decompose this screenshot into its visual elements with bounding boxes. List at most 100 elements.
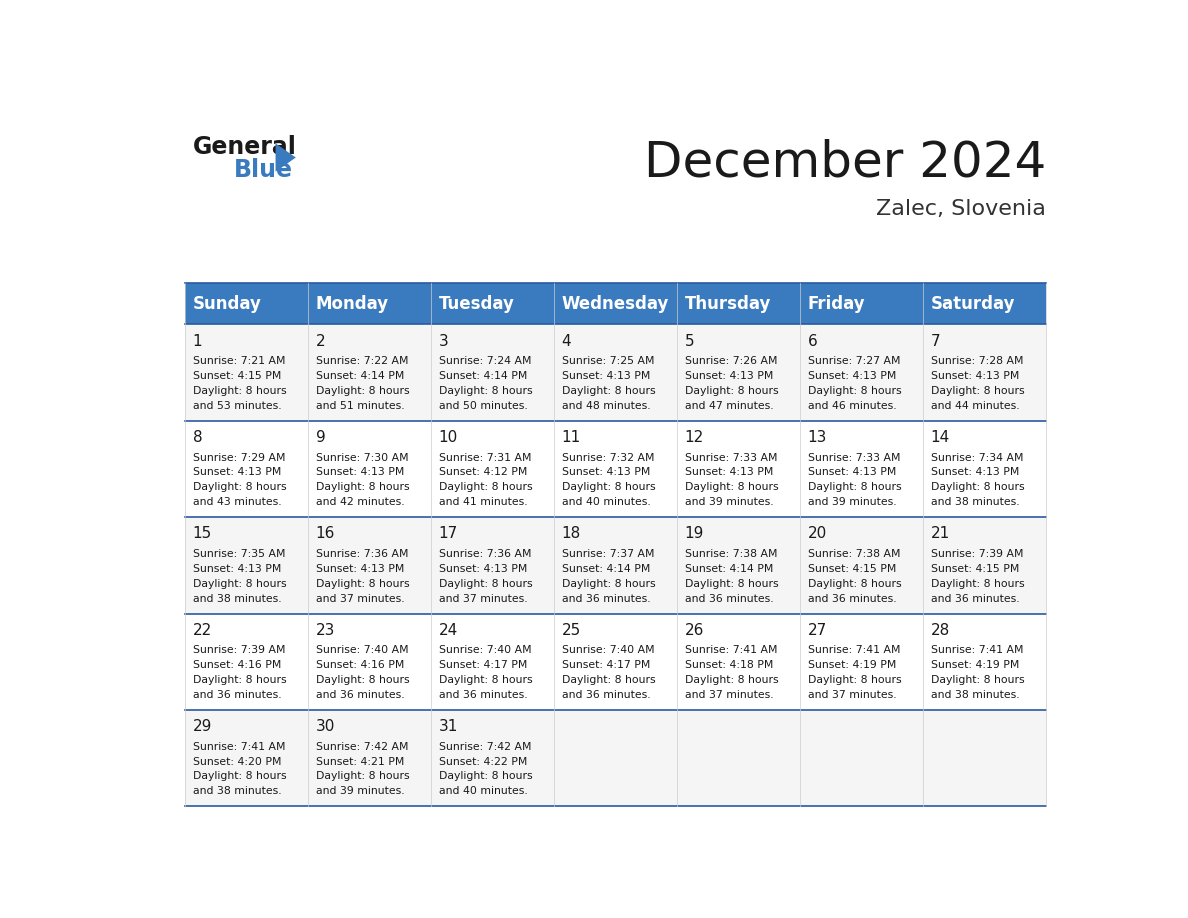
Text: and 40 minutes.: and 40 minutes.	[562, 497, 650, 507]
Text: Daylight: 8 hours: Daylight: 8 hours	[192, 386, 286, 396]
Text: and 39 minutes.: and 39 minutes.	[316, 787, 404, 796]
Text: Daylight: 8 hours: Daylight: 8 hours	[438, 675, 532, 685]
Text: Daylight: 8 hours: Daylight: 8 hours	[930, 386, 1024, 396]
Text: Sunrise: 7:32 AM: Sunrise: 7:32 AM	[562, 453, 655, 463]
Text: Daylight: 8 hours: Daylight: 8 hours	[562, 482, 656, 492]
Text: 21: 21	[930, 526, 950, 542]
Text: Sunset: 4:13 PM: Sunset: 4:13 PM	[684, 467, 773, 477]
Text: Sunset: 4:13 PM: Sunset: 4:13 PM	[192, 467, 282, 477]
Text: Daylight: 8 hours: Daylight: 8 hours	[808, 482, 902, 492]
Text: 15: 15	[192, 526, 211, 542]
Text: Daylight: 8 hours: Daylight: 8 hours	[808, 675, 902, 685]
Text: Sunday: Sunday	[192, 295, 261, 313]
Text: Sunset: 4:13 PM: Sunset: 4:13 PM	[684, 371, 773, 381]
Text: Sunset: 4:13 PM: Sunset: 4:13 PM	[562, 371, 650, 381]
Text: Sunrise: 7:33 AM: Sunrise: 7:33 AM	[684, 453, 777, 463]
Text: Daylight: 8 hours: Daylight: 8 hours	[684, 578, 778, 588]
Bar	[185, 517, 1047, 613]
Text: 31: 31	[438, 719, 459, 734]
Text: Thursday: Thursday	[684, 295, 771, 313]
Text: and 41 minutes.: and 41 minutes.	[438, 497, 527, 507]
Text: and 37 minutes.: and 37 minutes.	[808, 690, 896, 700]
Text: General: General	[192, 135, 297, 159]
Text: Daylight: 8 hours: Daylight: 8 hours	[192, 578, 286, 588]
Text: Zalec, Slovenia: Zalec, Slovenia	[877, 198, 1047, 218]
Text: 23: 23	[316, 622, 335, 638]
Text: and 36 minutes.: and 36 minutes.	[930, 594, 1019, 603]
Text: Sunrise: 7:33 AM: Sunrise: 7:33 AM	[808, 453, 901, 463]
Text: Sunset: 4:13 PM: Sunset: 4:13 PM	[930, 467, 1019, 477]
Text: 30: 30	[316, 719, 335, 734]
Text: Sunset: 4:19 PM: Sunset: 4:19 PM	[930, 660, 1019, 670]
Text: 8: 8	[192, 430, 202, 445]
Text: Sunset: 4:14 PM: Sunset: 4:14 PM	[684, 564, 773, 574]
Text: Sunset: 4:17 PM: Sunset: 4:17 PM	[438, 660, 527, 670]
Bar	[185, 710, 1047, 806]
Text: Daylight: 8 hours: Daylight: 8 hours	[808, 386, 902, 396]
Text: Sunrise: 7:42 AM: Sunrise: 7:42 AM	[316, 742, 409, 752]
Text: Sunrise: 7:42 AM: Sunrise: 7:42 AM	[438, 742, 531, 752]
Text: and 51 minutes.: and 51 minutes.	[316, 400, 404, 410]
Text: Daylight: 8 hours: Daylight: 8 hours	[562, 578, 656, 588]
Text: Daylight: 8 hours: Daylight: 8 hours	[930, 578, 1024, 588]
Text: Sunset: 4:13 PM: Sunset: 4:13 PM	[438, 564, 527, 574]
Text: Daylight: 8 hours: Daylight: 8 hours	[316, 386, 410, 396]
Text: Sunrise: 7:26 AM: Sunrise: 7:26 AM	[684, 356, 777, 366]
Text: Daylight: 8 hours: Daylight: 8 hours	[808, 578, 902, 588]
Bar	[185, 324, 1047, 420]
Text: Sunset: 4:20 PM: Sunset: 4:20 PM	[192, 756, 282, 767]
Text: 13: 13	[808, 430, 827, 445]
Text: Sunset: 4:15 PM: Sunset: 4:15 PM	[192, 371, 282, 381]
Text: Sunrise: 7:31 AM: Sunrise: 7:31 AM	[438, 453, 531, 463]
Text: Sunrise: 7:39 AM: Sunrise: 7:39 AM	[192, 645, 285, 655]
Text: Daylight: 8 hours: Daylight: 8 hours	[316, 482, 410, 492]
Text: Daylight: 8 hours: Daylight: 8 hours	[192, 482, 286, 492]
Text: and 44 minutes.: and 44 minutes.	[930, 400, 1019, 410]
Text: Sunrise: 7:41 AM: Sunrise: 7:41 AM	[930, 645, 1023, 655]
Text: Sunrise: 7:34 AM: Sunrise: 7:34 AM	[930, 453, 1023, 463]
Text: Sunrise: 7:40 AM: Sunrise: 7:40 AM	[562, 645, 655, 655]
Text: Sunrise: 7:24 AM: Sunrise: 7:24 AM	[438, 356, 531, 366]
Text: Sunset: 4:14 PM: Sunset: 4:14 PM	[438, 371, 527, 381]
Text: Sunset: 4:13 PM: Sunset: 4:13 PM	[562, 467, 650, 477]
Text: Daylight: 8 hours: Daylight: 8 hours	[316, 771, 410, 781]
Text: 25: 25	[562, 622, 581, 638]
Text: Sunset: 4:16 PM: Sunset: 4:16 PM	[316, 660, 404, 670]
Text: Saturday: Saturday	[930, 295, 1015, 313]
Text: Daylight: 8 hours: Daylight: 8 hours	[684, 675, 778, 685]
Text: Daylight: 8 hours: Daylight: 8 hours	[192, 771, 286, 781]
Text: 10: 10	[438, 430, 457, 445]
Text: 22: 22	[192, 622, 211, 638]
Text: Sunrise: 7:41 AM: Sunrise: 7:41 AM	[684, 645, 777, 655]
Text: Sunrise: 7:29 AM: Sunrise: 7:29 AM	[192, 453, 285, 463]
Text: Sunrise: 7:41 AM: Sunrise: 7:41 AM	[808, 645, 901, 655]
Text: Friday: Friday	[808, 295, 865, 313]
Text: and 40 minutes.: and 40 minutes.	[438, 787, 527, 796]
Text: Sunrise: 7:40 AM: Sunrise: 7:40 AM	[316, 645, 409, 655]
Text: Sunset: 4:18 PM: Sunset: 4:18 PM	[684, 660, 773, 670]
Text: 16: 16	[316, 526, 335, 542]
Polygon shape	[276, 143, 296, 172]
Text: and 38 minutes.: and 38 minutes.	[192, 594, 282, 603]
Text: Sunrise: 7:38 AM: Sunrise: 7:38 AM	[808, 549, 901, 559]
Text: 14: 14	[930, 430, 950, 445]
Text: Daylight: 8 hours: Daylight: 8 hours	[930, 675, 1024, 685]
Text: Daylight: 8 hours: Daylight: 8 hours	[438, 578, 532, 588]
Text: Sunrise: 7:36 AM: Sunrise: 7:36 AM	[438, 549, 531, 559]
Text: Daylight: 8 hours: Daylight: 8 hours	[438, 482, 532, 492]
Text: Daylight: 8 hours: Daylight: 8 hours	[930, 482, 1024, 492]
Text: Sunrise: 7:39 AM: Sunrise: 7:39 AM	[930, 549, 1023, 559]
Text: 17: 17	[438, 526, 457, 542]
Text: Sunset: 4:22 PM: Sunset: 4:22 PM	[438, 756, 527, 767]
Text: Sunset: 4:19 PM: Sunset: 4:19 PM	[808, 660, 896, 670]
Text: and 37 minutes.: and 37 minutes.	[684, 690, 773, 700]
Text: Sunset: 4:17 PM: Sunset: 4:17 PM	[562, 660, 650, 670]
Text: and 46 minutes.: and 46 minutes.	[808, 400, 896, 410]
Text: 12: 12	[684, 430, 703, 445]
Text: Sunrise: 7:30 AM: Sunrise: 7:30 AM	[316, 453, 409, 463]
Text: Daylight: 8 hours: Daylight: 8 hours	[316, 675, 410, 685]
Text: Sunrise: 7:36 AM: Sunrise: 7:36 AM	[316, 549, 409, 559]
Text: and 38 minutes.: and 38 minutes.	[930, 497, 1019, 507]
Text: and 43 minutes.: and 43 minutes.	[192, 497, 282, 507]
Text: Sunset: 4:15 PM: Sunset: 4:15 PM	[808, 564, 896, 574]
